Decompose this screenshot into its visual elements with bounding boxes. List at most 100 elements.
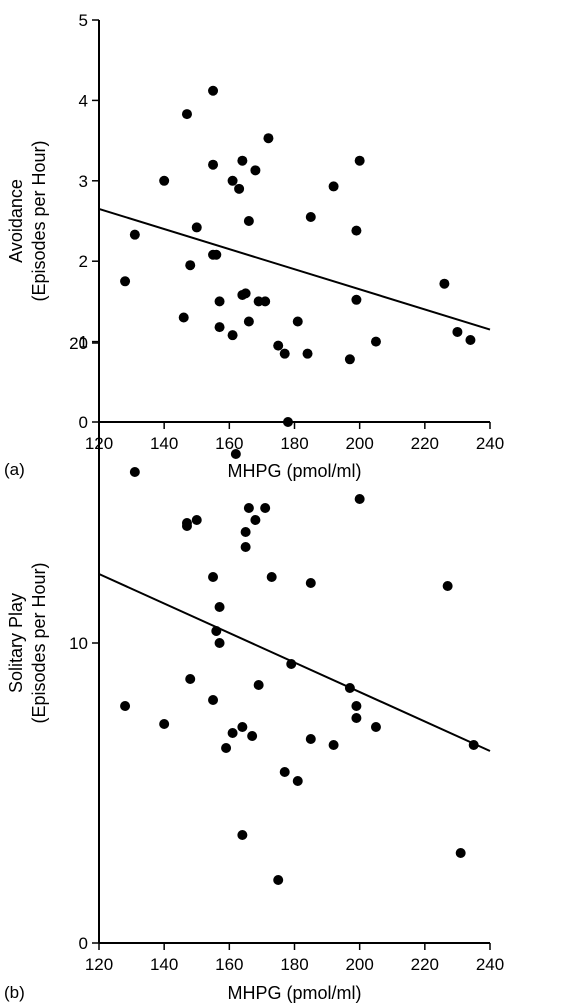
- data-point: [191, 222, 202, 233]
- data-point: [266, 572, 277, 582]
- data-point: [191, 515, 202, 525]
- y-axis-title-line1: Solitary Play: [6, 593, 26, 693]
- data-point: [328, 181, 339, 192]
- x-tick-label: 240: [476, 434, 504, 453]
- data-point: [185, 260, 196, 271]
- data-point: [234, 183, 245, 194]
- x-tick-label: 120: [85, 955, 113, 974]
- data-point: [227, 330, 238, 341]
- data-point: [455, 848, 466, 858]
- data-point: [181, 109, 192, 120]
- data-point: [351, 701, 362, 711]
- data-point: [351, 294, 362, 305]
- x-tick-label: 140: [150, 434, 178, 453]
- y-tick-label: 4: [79, 91, 88, 110]
- x-tick-label: 240: [476, 955, 504, 974]
- x-axis-title: MHPG (pmol/ml): [228, 461, 362, 481]
- data-point: [214, 638, 225, 648]
- data-point: [286, 659, 297, 669]
- data-point: [282, 417, 293, 427]
- data-point: [354, 494, 365, 504]
- data-point: [129, 467, 140, 477]
- data-point: [243, 503, 254, 513]
- data-point: [468, 740, 479, 750]
- y-tick-label: 1: [79, 333, 88, 352]
- data-point: [465, 334, 476, 345]
- data-point: [452, 326, 463, 337]
- data-point: [237, 722, 248, 732]
- data-point: [208, 85, 219, 96]
- data-point: [439, 278, 450, 289]
- y-tick-label: 0: [79, 413, 88, 432]
- x-tick-label: 220: [411, 955, 439, 974]
- data-point: [120, 276, 131, 287]
- data-point: [273, 340, 284, 351]
- data-point: [227, 175, 238, 186]
- y-tick-label: 2: [79, 252, 88, 271]
- data-point: [305, 734, 316, 744]
- x-tick-label: 180: [280, 955, 308, 974]
- data-point: [351, 713, 362, 723]
- x-tick-label: 160: [215, 955, 243, 974]
- data-point: [208, 159, 219, 170]
- data-point: [260, 503, 271, 513]
- data-point: [211, 626, 222, 636]
- data-point: [230, 449, 241, 459]
- y-tick-label: 20: [69, 334, 88, 353]
- data-point: [344, 354, 355, 365]
- x-tick-label: 180: [280, 434, 308, 453]
- data-point: [178, 312, 189, 323]
- data-point: [370, 336, 381, 347]
- data-point: [185, 674, 196, 684]
- data-point: [214, 322, 225, 333]
- y-tick-label: 3: [79, 172, 88, 191]
- data-point: [344, 683, 355, 693]
- data-point: [253, 680, 264, 690]
- data-point: [351, 225, 362, 236]
- data-point: [260, 296, 271, 307]
- data-point: [214, 296, 225, 307]
- data-point: [247, 731, 258, 741]
- data-point: [221, 743, 232, 753]
- x-tick-label: 140: [150, 955, 178, 974]
- data-point: [243, 316, 254, 327]
- data-point: [292, 316, 303, 327]
- data-point: [292, 776, 303, 786]
- data-point: [214, 602, 225, 612]
- y-axis-title-line2: (Episodes per Hour): [29, 140, 49, 301]
- data-point: [227, 728, 238, 738]
- x-tick-label: 200: [345, 955, 373, 974]
- panel-label: (a): [4, 460, 25, 479]
- x-tick-label: 200: [345, 434, 373, 453]
- data-point: [120, 701, 131, 711]
- data-point: [240, 542, 251, 552]
- x-tick-label: 160: [215, 434, 243, 453]
- data-point: [263, 133, 274, 144]
- data-point: [279, 767, 290, 777]
- data-point: [305, 578, 316, 588]
- data-point: [370, 722, 381, 732]
- data-point: [243, 216, 254, 226]
- data-point: [354, 155, 365, 166]
- data-point: [305, 211, 316, 222]
- data-point: [250, 165, 261, 176]
- x-tick-label: 220: [411, 434, 439, 453]
- y-tick-label: 10: [69, 634, 88, 653]
- y-axis-title-line1: Avoidance: [6, 179, 26, 263]
- data-point: [159, 175, 170, 186]
- regression-line: [98, 207, 491, 331]
- data-point: [442, 581, 453, 591]
- data-point: [302, 348, 313, 359]
- data-point: [208, 572, 219, 582]
- data-point: [159, 719, 170, 729]
- panel-label: (b): [4, 983, 25, 1002]
- data-point: [240, 527, 251, 537]
- data-point: [250, 515, 261, 525]
- data-point: [129, 229, 140, 240]
- y-tick-label: 5: [79, 11, 88, 30]
- data-point: [273, 875, 284, 885]
- y-tick-label: 0: [79, 934, 88, 953]
